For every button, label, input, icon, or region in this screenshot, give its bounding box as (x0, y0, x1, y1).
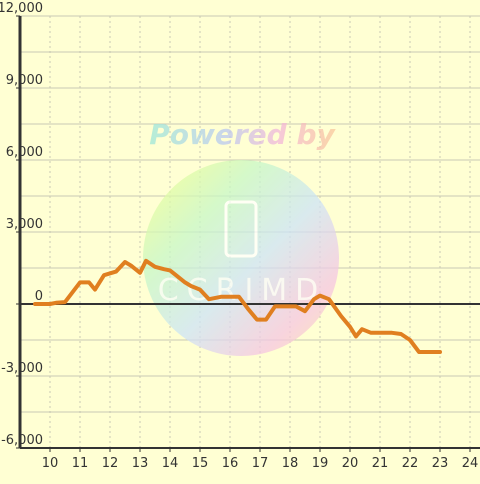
x-tick-label: 11 (72, 456, 89, 471)
watermark-logo-icon (224, 200, 258, 258)
y-tick-label: -3,000 (1, 361, 43, 376)
y-tick-label: 12,000 (0, 1, 43, 16)
x-tick-label: 21 (372, 456, 389, 471)
axes (16, 15, 480, 452)
x-tick-label: 19 (312, 456, 329, 471)
x-tick-label: 24 (462, 456, 479, 471)
x-tick-label: 20 (342, 456, 359, 471)
series-layer (33, 258, 442, 354)
x-tick-label: 23 (432, 456, 449, 471)
x-tick-label: 17 (252, 456, 269, 471)
x-tick-label: 15 (192, 456, 209, 471)
x-tick-label: 13 (132, 456, 149, 471)
y-tick-label: 9,000 (6, 73, 43, 88)
y-tick-label: 3,000 (6, 217, 43, 232)
tick-labels: -6,000 -3,000 0 3,000 6,000 9,000 12,000 10 11 12… (0, 1, 478, 471)
series-line (33, 258, 442, 354)
watermark-logo-text: CCRIMD (158, 273, 327, 308)
y-tick-label: 0 (35, 289, 43, 304)
y-tick-label: 6,000 (6, 145, 43, 160)
x-tick-label: 18 (282, 456, 299, 471)
watermark-circle (143, 160, 339, 356)
x-tick-label: 12 (102, 456, 119, 471)
watermark: Powered by CCRIMD (143, 118, 339, 356)
x-tick-label: 22 (402, 456, 419, 471)
x-tick-label: 10 (42, 456, 59, 471)
x-tick-label: 14 (162, 456, 179, 471)
y-tick-label: -6,000 (1, 433, 43, 448)
watermark-text: Powered by (149, 118, 336, 151)
x-tick-label: 16 (222, 456, 239, 471)
